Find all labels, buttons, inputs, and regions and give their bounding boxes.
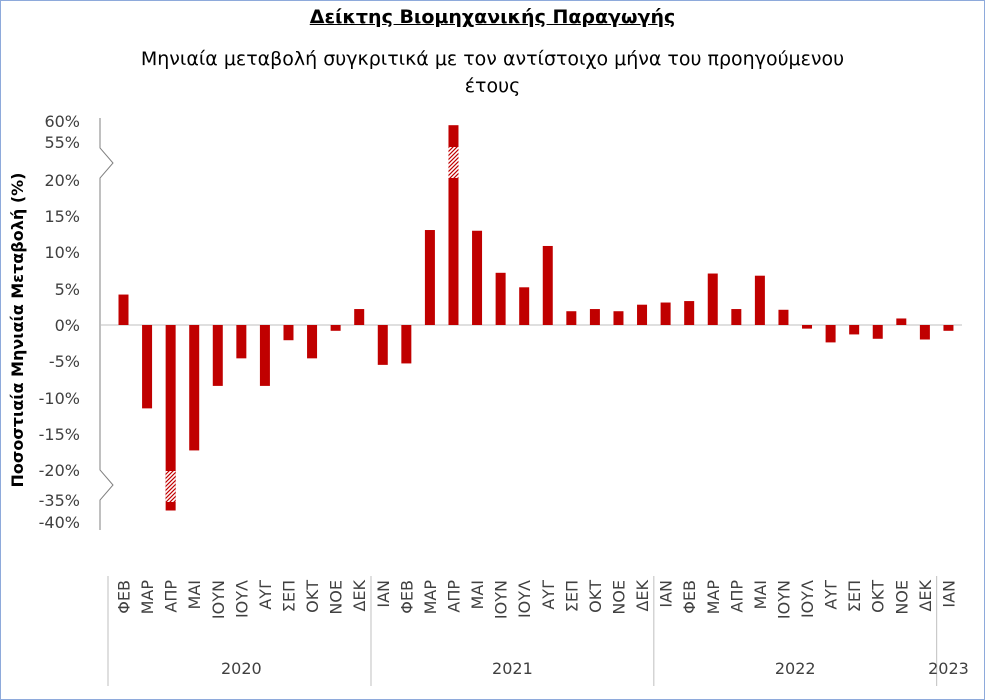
bar [519,287,530,325]
bar [401,325,412,364]
y-tick-label: -15% [39,425,80,444]
category-label: ΟΚΤ [869,580,888,613]
bar [283,325,294,341]
bar-break-hatch [165,471,176,502]
category-label: ΦΕΒ [680,580,699,614]
category-label: ΙΟΥΝ [774,580,793,619]
bar [212,325,223,386]
bar [778,309,789,325]
bar [472,230,483,325]
bar [896,318,907,325]
bar [495,272,506,325]
category-label: ΙΑΝ [374,580,393,608]
category-label: ΙΟΥΛ [515,580,534,618]
category-label: ΟΚΤ [303,580,322,613]
category-label: ΝΟΕ [609,580,628,615]
bar [872,325,883,339]
category-label: ΣΕΠ [845,580,864,612]
bar [377,325,388,365]
category-label: ΜΑΡ [138,580,157,615]
bar [825,325,836,343]
year-label: 2021 [492,659,533,678]
category-label: ΔΕΚ [350,579,369,611]
category-label: ΙΟΥΛ [798,580,817,618]
year-label: 2023 [928,659,969,678]
bar [707,273,718,325]
y-tick-label: -20% [39,461,80,480]
y-tick-label: -5% [49,352,80,371]
category-label: ΜΑΡ [704,580,723,615]
y-axis-line [99,118,114,530]
y-tick-label: 0% [55,316,80,335]
category-label: ΙΑΝ [657,580,676,608]
bar [236,325,247,359]
y-tick-label: -10% [39,389,80,408]
bar [660,302,671,325]
y-tick-label: 55% [44,133,80,152]
category-label: ΑΥΓ [539,580,558,610]
category-label: ΣΕΠ [279,580,298,612]
bar [307,325,318,359]
category-label: ΙΟΥΝ [492,580,511,619]
category-label: ΑΥΓ [256,580,275,610]
category-label: ΜΑΙ [468,580,487,609]
bar [802,325,813,329]
category-label: ΝΟΕ [327,580,346,615]
bar [354,309,365,325]
bar [118,294,129,325]
category-label: ΜΑΙ [751,580,770,609]
bar [849,325,860,335]
bar [754,275,765,325]
bar [542,245,553,325]
bar [919,325,930,340]
y-tick-label: -40% [39,513,80,532]
bar [165,325,176,511]
bar [142,325,153,409]
bar-break-hatch [448,147,459,178]
bar [731,309,742,325]
category-label: ΙΑΝ [939,580,958,608]
bar [684,301,695,325]
category-label: ΟΚΤ [586,580,605,613]
category-label: ΦΕΒ [397,580,416,614]
y-tick-label: 5% [55,280,80,299]
chart-title: Δείκτης Βιομηχανικής Παραγωγής [309,6,676,28]
category-label: ΑΠΡ [162,580,181,613]
category-label: ΑΠΡ [444,580,463,613]
category-label: ΔΕΚ [916,579,935,611]
category-label: ΦΕΒ [115,580,134,614]
bar [259,325,270,386]
bar [637,304,648,325]
category-label: ΙΟΥΝ [209,580,228,619]
bar [189,325,200,451]
bar [330,325,341,331]
bar [613,311,624,325]
y-tick-label: -35% [39,491,80,510]
category-label: ΙΟΥΛ [232,580,251,618]
year-label: 2022 [775,659,816,678]
y-tick-label: 10% [44,243,80,262]
category-label: ΝΟΕ [892,580,911,615]
chart-subtitle: Μηνιαία μεταβολή συγκριτικά με τον αντίσ… [140,48,845,97]
category-label: ΔΕΚ [633,579,652,611]
bar [448,125,459,325]
category-label: ΜΑΙ [185,580,204,609]
category-label: ΑΠΡ [727,580,746,613]
year-label: 2020 [221,659,262,678]
y-tick-label: 20% [44,171,80,190]
bar [589,309,600,325]
category-label: ΑΥΓ [822,580,841,610]
category-label: ΜΑΡ [421,580,440,615]
category-label: ΣΕΠ [562,580,581,612]
y-tick-label: 15% [44,207,80,226]
bar [566,311,577,325]
bar [424,230,435,325]
y-tick-label: 60% [44,112,80,131]
bar [943,325,954,331]
